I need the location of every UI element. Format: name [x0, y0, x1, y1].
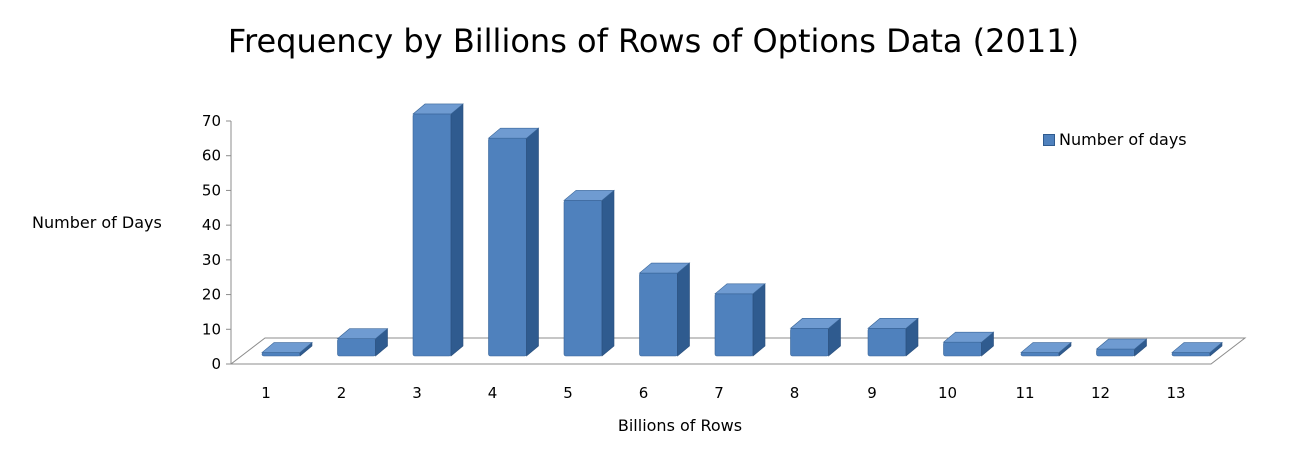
bar-front — [261, 352, 301, 357]
bar-front — [412, 113, 452, 357]
y-tick-label: 70 — [202, 112, 221, 130]
bar-side — [752, 283, 766, 357]
legend-swatch — [1043, 133, 1055, 146]
bar — [336, 328, 389, 357]
y-tick-label: 20 — [202, 286, 221, 304]
bar-front — [337, 338, 376, 357]
bar — [487, 127, 540, 357]
x-tick-label: 1 — [261, 384, 271, 402]
bar-top — [412, 103, 464, 115]
bar-side — [677, 262, 690, 357]
y-tick-label: 60 — [202, 147, 221, 165]
bar-top — [638, 262, 691, 274]
bar — [1171, 341, 1223, 357]
bar-top — [942, 331, 995, 343]
bar-side — [601, 189, 615, 357]
bar-front — [714, 293, 754, 357]
legend-label: Number of days — [1059, 130, 1187, 149]
y-tick-label: 50 — [202, 181, 221, 199]
x-axis-label: Billions of Rows — [617, 416, 743, 435]
bar — [1020, 341, 1072, 357]
bar — [412, 103, 464, 357]
y-tick-label: 10 — [202, 320, 221, 338]
bar-front — [488, 137, 527, 357]
bar-front — [1020, 352, 1060, 357]
bar-top — [487, 127, 540, 139]
bar-front — [790, 328, 829, 357]
bar-top — [1171, 342, 1223, 353]
x-tick-label: 8 — [790, 384, 800, 402]
bar-front — [639, 272, 678, 357]
bar-front — [563, 200, 603, 357]
y-tick-label: 30 — [202, 251, 221, 269]
bar-front — [1096, 348, 1135, 357]
x-tick-label: 4 — [488, 384, 498, 402]
bar-side — [526, 127, 539, 357]
y-tick-label: 0 — [211, 355, 221, 373]
bar — [789, 317, 842, 357]
x-tick-label: 2 — [337, 384, 347, 402]
y-tick-label: 40 — [202, 216, 221, 234]
bar — [563, 189, 615, 357]
bar-side — [450, 103, 464, 357]
x-tick-label: 5 — [563, 384, 573, 402]
bar-front — [867, 328, 907, 357]
x-tick-label: 3 — [412, 384, 422, 402]
x-tick-label: 12 — [1091, 384, 1110, 402]
bar-top — [336, 328, 389, 340]
x-tick-label: 11 — [1015, 384, 1034, 402]
y-axis-label: Number of Days — [32, 213, 162, 232]
bar — [867, 317, 919, 357]
bar-front — [943, 341, 982, 357]
bar — [714, 283, 766, 357]
bar — [638, 262, 691, 357]
bar-top — [714, 283, 766, 295]
x-tick-label: 9 — [867, 384, 877, 402]
bar-top — [563, 190, 615, 201]
bar — [261, 341, 313, 357]
x-tick-label: 10 — [938, 384, 957, 402]
x-tick-label: 7 — [714, 384, 724, 402]
x-tick-label: 13 — [1166, 384, 1185, 402]
chart-title: Frequency by Billions of Rows of Options… — [227, 22, 1080, 60]
bar-top — [1095, 338, 1148, 350]
bar-front — [1171, 352, 1211, 357]
bar-top — [1020, 342, 1072, 353]
legend: Number of days — [1043, 130, 1187, 149]
bar — [942, 331, 995, 357]
bar-top — [867, 318, 919, 329]
x-tick-label: 6 — [639, 384, 649, 402]
bar — [1095, 338, 1148, 357]
bar-top — [789, 318, 842, 329]
bar-top — [261, 342, 313, 353]
